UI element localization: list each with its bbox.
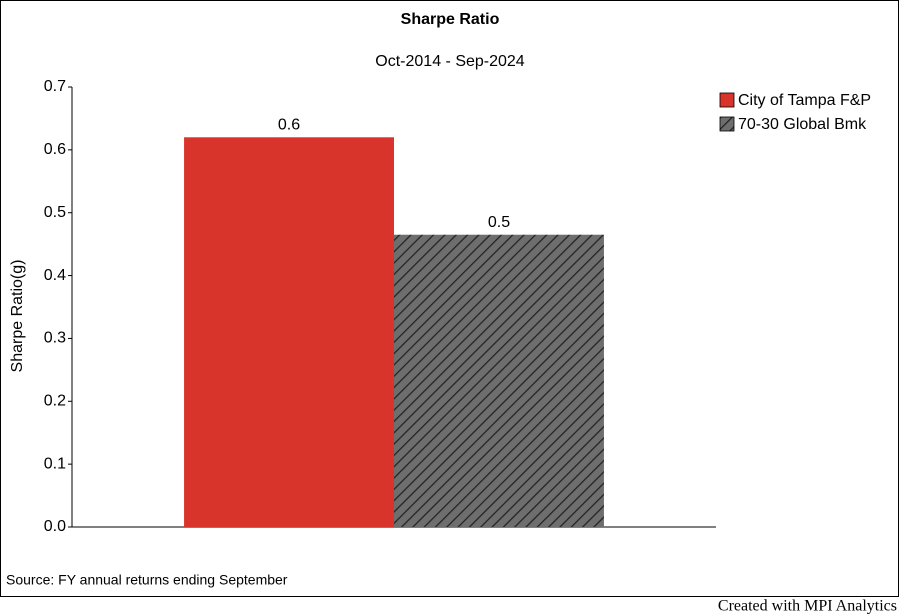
bar: [394, 234, 604, 527]
legend-swatch: [719, 116, 735, 132]
bar: [184, 137, 394, 528]
legend-label: City of Tampa F&P: [738, 92, 871, 109]
y-tick-label: 0.1: [44, 455, 66, 472]
y-tick-label: 0.2: [44, 393, 66, 410]
y-tick-label: 0.6: [44, 141, 66, 158]
y-tick-label: 0.5: [44, 204, 66, 221]
y-tick-label: 0.0: [44, 518, 66, 535]
chart-subtitle: Oct-2014 - Sep-2024: [375, 53, 525, 70]
data-label: 0.6: [278, 117, 300, 134]
chart-title: Sharpe Ratio: [401, 11, 500, 28]
source-note: Source: FY annual returns ending Septemb…: [6, 572, 288, 588]
y-axis-label: Sharpe Ratio(g): [9, 260, 26, 373]
data-label: 0.5: [488, 214, 510, 231]
legend-swatch: [719, 92, 735, 108]
credit: Created with MPI Analytics: [718, 598, 897, 615]
legend-label: 70-30 Global Bmk: [738, 116, 867, 133]
y-tick-label: 0.3: [44, 330, 66, 347]
y-tick-label: 0.4: [44, 267, 66, 284]
y-tick-label: 0.7: [44, 78, 66, 95]
